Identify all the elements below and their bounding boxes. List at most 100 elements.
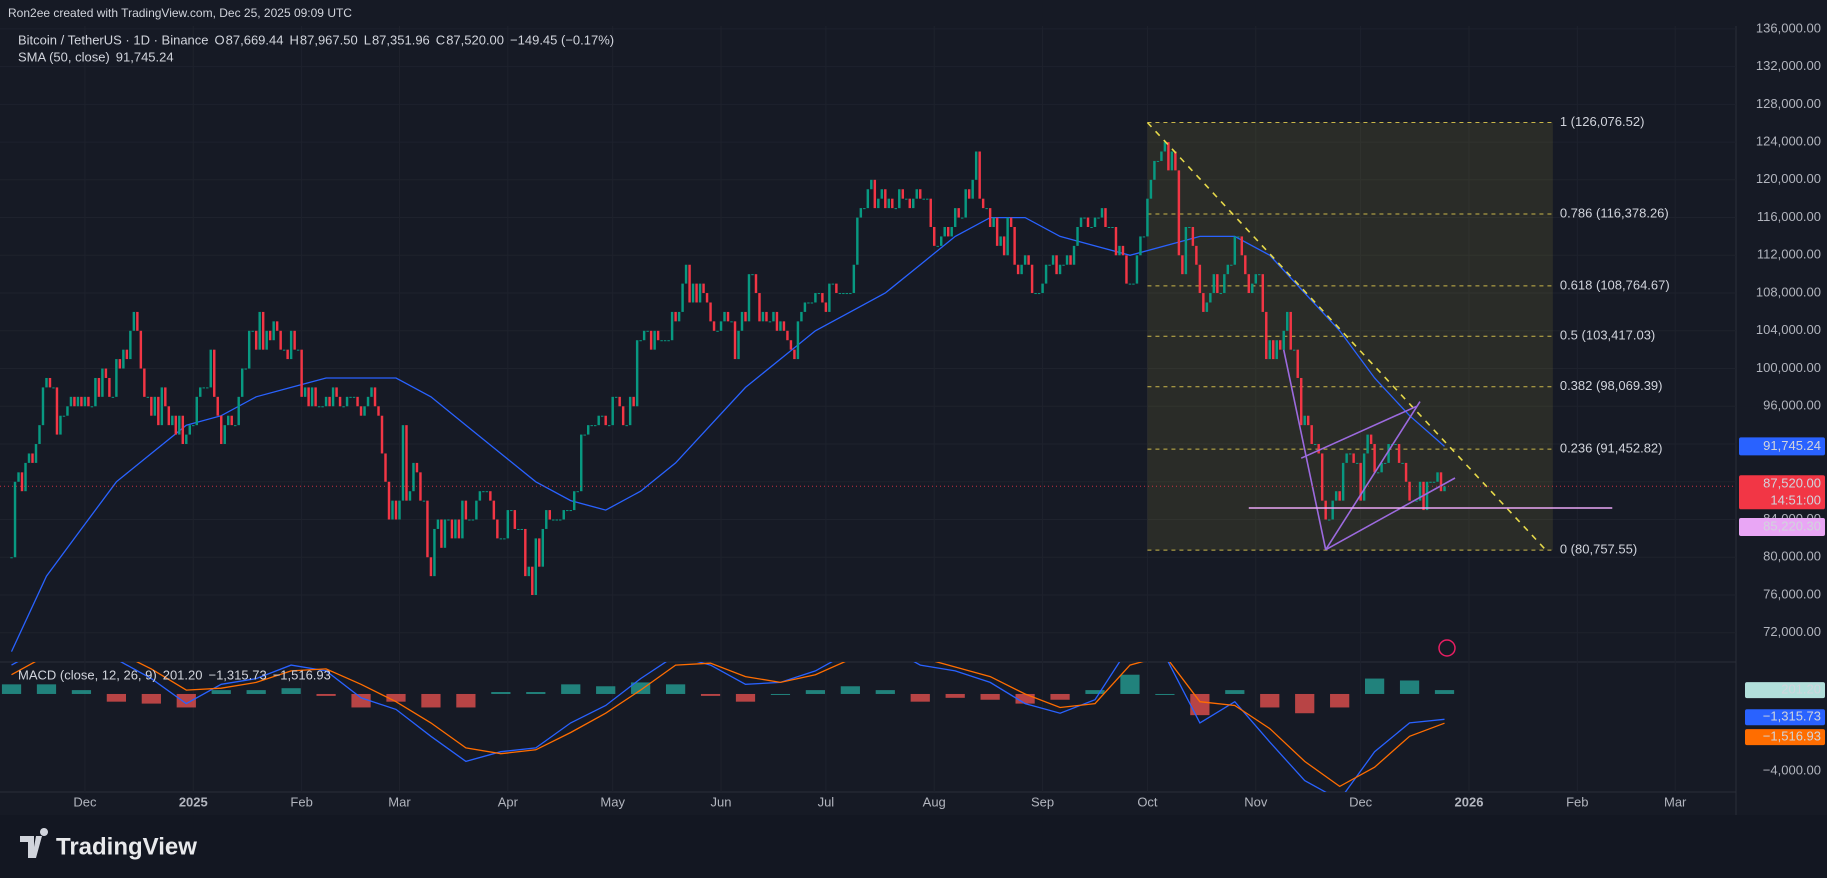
candle [485, 491, 489, 493]
candle [887, 198, 891, 209]
macd-histogram-bar [1330, 693, 1350, 708]
candle [814, 293, 817, 303]
candle [464, 500, 468, 520]
macd-name: MACD (close, 12, 26, 9) [18, 667, 157, 682]
candle [1366, 434, 1369, 454]
candle [1247, 274, 1251, 294]
candle [1093, 217, 1097, 227]
candle [104, 368, 108, 378]
macd-histogram-bar [246, 690, 266, 694]
candle [660, 340, 663, 342]
candle [1153, 160, 1156, 180]
candle [213, 349, 216, 397]
ohlc-label: C [436, 32, 445, 47]
candle [268, 330, 272, 341]
candle [517, 528, 520, 530]
macd-histogram-bar [211, 690, 231, 694]
candle [1086, 217, 1090, 227]
candle [1296, 349, 1299, 378]
candle [988, 208, 992, 227]
candle [146, 396, 150, 398]
candle [27, 453, 31, 463]
macd-histogram-bar [1190, 693, 1210, 716]
candle [642, 330, 646, 341]
candle [803, 302, 807, 312]
candle [20, 472, 24, 492]
candle [688, 264, 691, 303]
candle [83, 396, 87, 407]
candle [908, 198, 911, 209]
macd-histogram-bar [770, 693, 791, 695]
candle [384, 453, 387, 482]
candle [377, 406, 380, 416]
candle [705, 293, 709, 303]
candle [775, 311, 779, 331]
candle [1079, 217, 1083, 227]
y-tick-label: 72,000.00 [1763, 624, 1821, 639]
macd-histogram-bar [36, 684, 57, 694]
candle [443, 519, 447, 548]
candle [915, 189, 918, 199]
change: −149.45 (−0.17%) [510, 32, 614, 47]
candle [891, 198, 894, 209]
candle [1282, 330, 1285, 350]
macd-value: −1,315.73 [208, 667, 266, 682]
candle [1376, 472, 1380, 474]
candle [1128, 283, 1132, 285]
candle [586, 425, 590, 435]
candle [1055, 255, 1058, 275]
candle [293, 330, 296, 350]
candle [1016, 264, 1020, 275]
candle [265, 330, 268, 350]
candle [1286, 311, 1289, 331]
candle [178, 415, 181, 435]
candle [300, 349, 303, 397]
y-tick-label: 100,000.00 [1756, 360, 1821, 375]
candle [845, 293, 849, 295]
candle [188, 425, 192, 435]
candle [373, 387, 377, 407]
candle [345, 396, 349, 407]
candle [338, 396, 342, 407]
macd-histogram-bar [1364, 678, 1385, 694]
candle [1310, 425, 1313, 445]
candle [461, 500, 464, 539]
candle [429, 557, 433, 577]
candle [73, 396, 76, 407]
candle [1313, 444, 1317, 446]
candle [356, 396, 359, 407]
macd-histogram-bar [386, 693, 406, 702]
candle [380, 415, 384, 454]
macd-histogram-bar [1015, 693, 1035, 704]
macd-histogram-bar [491, 692, 511, 694]
candle [1104, 208, 1107, 227]
candle [541, 528, 545, 567]
candle [873, 179, 877, 209]
candle [856, 217, 859, 265]
trendline [1146, 121, 1547, 551]
candle [471, 519, 475, 521]
candle [758, 293, 761, 322]
candle [87, 396, 90, 407]
candle [789, 340, 793, 350]
sma-tag: 91,745.24 [1763, 438, 1821, 453]
macd-histogram-bar [980, 693, 1000, 700]
brand: TradingView [56, 833, 197, 860]
candle [898, 189, 901, 209]
candle [793, 349, 796, 360]
candle [695, 283, 698, 303]
x-tick-label: Feb [1566, 794, 1588, 809]
candle [496, 519, 499, 539]
candle [1132, 283, 1135, 285]
candle [412, 462, 415, 492]
candle [426, 500, 429, 558]
macd-histogram-bar [1050, 693, 1070, 700]
y-tick-label: 136,000.00 [1756, 20, 1821, 35]
candle [125, 349, 129, 360]
candle [55, 387, 59, 435]
candle [1177, 170, 1181, 256]
candle [34, 444, 38, 463]
candle [838, 293, 842, 295]
candle [1338, 491, 1341, 501]
